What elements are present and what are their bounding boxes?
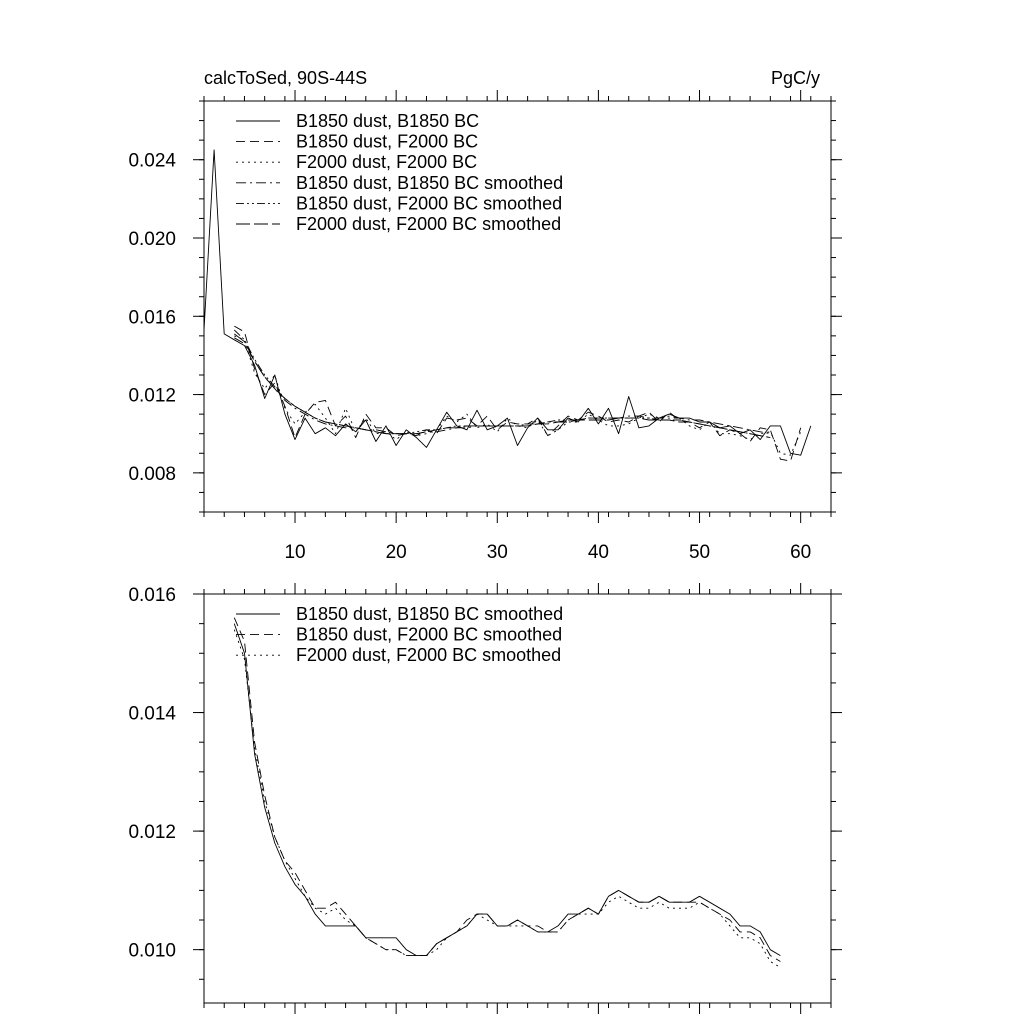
series-line-1 xyxy=(234,325,802,462)
series-line-2 xyxy=(234,335,802,456)
legend-label: B1850 dust, F2000 BC smoothed xyxy=(296,625,562,645)
chart-title-left: calcToSed, 90S-44S xyxy=(204,68,367,88)
bottom-panel: 0.010 0.012 0.014 0.016 B1850 dust, B1850 BC… xyxy=(128,583,842,1014)
y-tick-label: 0.012 xyxy=(128,822,176,843)
legend-label: B1850 dust, B1850 BC xyxy=(296,111,479,131)
x-tick-label: 50 xyxy=(689,542,710,563)
y-tick-label: 0.012 xyxy=(128,386,176,407)
series-line-3 xyxy=(234,337,771,435)
top-panel: 10 20 30 40 50 60 0.008 0.012 0.016 0.020 0.024 cal… xyxy=(128,68,842,563)
legend-label: B1850 dust, F2000 BC smoothed xyxy=(296,193,562,213)
x-tick-label: 60 xyxy=(790,542,811,563)
x-tick-label: 10 xyxy=(284,542,305,563)
x-tick-label: 30 xyxy=(487,542,508,563)
plot-frame xyxy=(203,100,832,513)
x-tick-label: 40 xyxy=(588,542,609,563)
series-line-5 xyxy=(234,333,771,439)
y-tick-label: 0.020 xyxy=(128,229,176,250)
y-tick-label: 0.010 xyxy=(128,941,176,962)
plot-frame xyxy=(203,593,832,1004)
y-tick-label: 0.008 xyxy=(128,464,176,485)
y-tick-label: 0.016 xyxy=(128,585,176,606)
y-tick-label: 0.014 xyxy=(128,704,176,725)
legend-label: F2000 dust, F2000 BC smoothed xyxy=(296,645,561,665)
series-line-4 xyxy=(233,329,771,439)
legend-label: F2000 dust, F2000 BC xyxy=(296,152,477,172)
series-line-2 xyxy=(233,629,781,968)
x-tick-label: 20 xyxy=(386,542,407,563)
y-tick-label: 0.016 xyxy=(128,307,176,328)
legend-label: B1850 dust, B1850 BC smoothed xyxy=(296,604,563,624)
series-line-0 xyxy=(233,623,781,957)
legend-label: F2000 dust, F2000 BC smoothed xyxy=(296,214,561,234)
legend-label: B1850 dust, B1850 BC smoothed xyxy=(296,173,563,193)
legend-label: B1850 dust, F2000 BC xyxy=(296,132,478,152)
series-line-1 xyxy=(233,617,781,962)
chart-title-right: PgC/y xyxy=(771,68,820,88)
y-tick-label: 0.024 xyxy=(128,151,176,172)
